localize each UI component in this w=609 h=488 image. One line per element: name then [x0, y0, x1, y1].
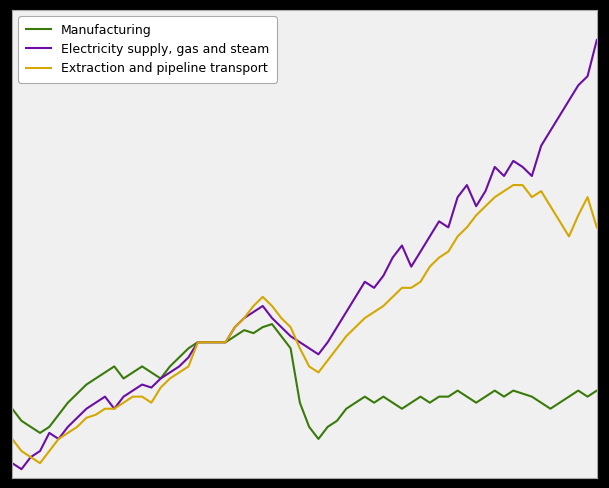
Electricity supply, gas and steam: [389, 255, 396, 261]
Manufacturing: [83, 382, 90, 387]
Manufacturing: [306, 424, 313, 430]
Electricity supply, gas and steam: [92, 400, 99, 406]
Extraction and pipeline transport: [92, 412, 99, 418]
Electricity supply, gas and steam: [259, 303, 266, 309]
Extraction and pipeline transport: [9, 436, 16, 442]
Electricity supply, gas and steam: [398, 243, 406, 248]
Extraction and pipeline transport: [259, 294, 266, 300]
Line: Electricity supply, gas and steam: Electricity supply, gas and steam: [12, 40, 597, 469]
Manufacturing: [250, 330, 257, 336]
Electricity supply, gas and steam: [18, 466, 25, 472]
Electricity supply, gas and steam: [9, 460, 16, 466]
Manufacturing: [269, 321, 276, 327]
Legend: Manufacturing, Electricity supply, gas and steam, Extraction and pipeline transp: Manufacturing, Electricity supply, gas a…: [18, 16, 276, 82]
Extraction and pipeline transport: [510, 182, 517, 188]
Line: Extraction and pipeline transport: Extraction and pipeline transport: [12, 185, 597, 463]
Extraction and pipeline transport: [343, 333, 350, 339]
Manufacturing: [593, 387, 600, 393]
Electricity supply, gas and steam: [593, 37, 600, 43]
Extraction and pipeline transport: [593, 224, 600, 230]
Extraction and pipeline transport: [306, 364, 313, 369]
Manufacturing: [315, 436, 322, 442]
Manufacturing: [398, 406, 406, 412]
Manufacturing: [352, 400, 359, 406]
Electricity supply, gas and steam: [343, 309, 350, 315]
Line: Manufacturing: Manufacturing: [12, 324, 597, 439]
Electricity supply, gas and steam: [306, 346, 313, 351]
Extraction and pipeline transport: [398, 285, 406, 291]
Extraction and pipeline transport: [37, 460, 44, 466]
Manufacturing: [9, 406, 16, 412]
Extraction and pipeline transport: [389, 294, 396, 300]
Manufacturing: [407, 400, 415, 406]
